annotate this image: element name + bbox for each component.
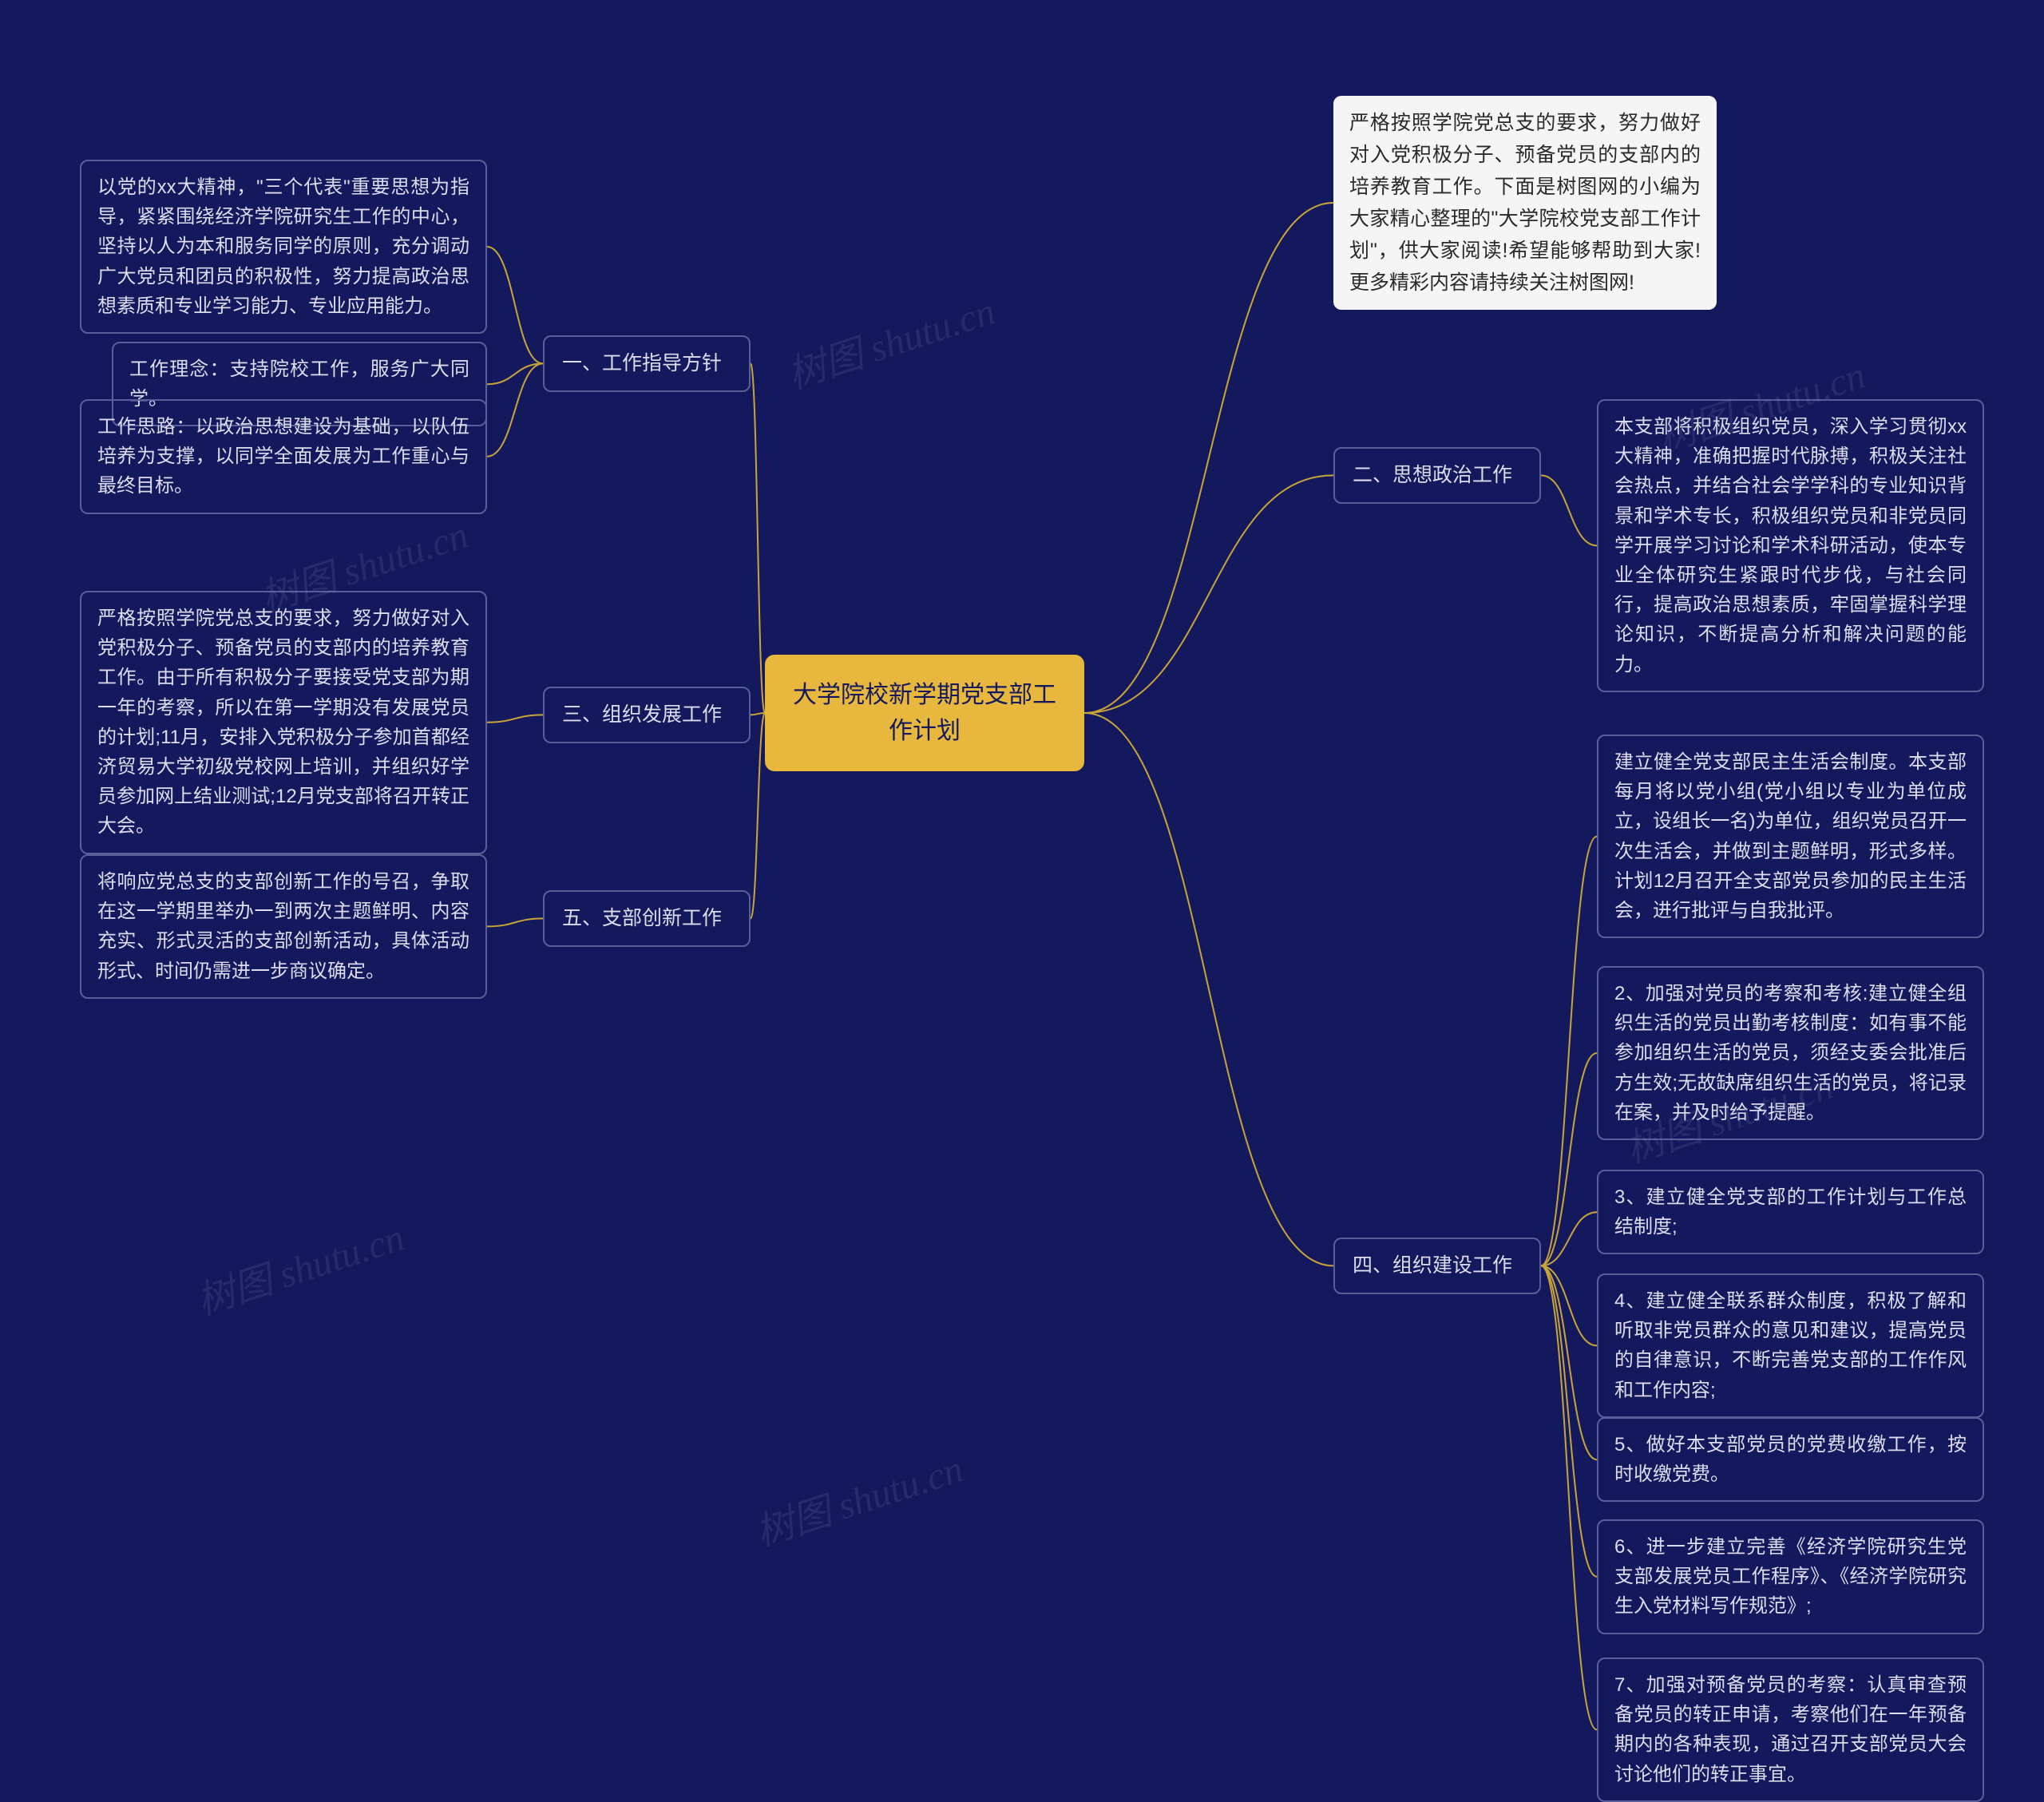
leaf-node: 2、加强对党员的考察和考核:建立健全组织生活的党员出勤考核制度：如有事不能参加组… [1597, 966, 1984, 1140]
branch-label: 五、支部创新工作 [562, 907, 722, 929]
branch-label: 四、组织建设工作 [1353, 1254, 1512, 1277]
branch-node: 二、思想政治工作 [1333, 447, 1541, 504]
leaf-node: 建立健全党支部民主生活会制度。本支部每月将以党小组(党小组以专业为单位成立，设组… [1597, 735, 1984, 938]
branch-node: 四、组织建设工作 [1333, 1238, 1541, 1294]
branch-node: 三、组织发展工作 [543, 687, 751, 743]
leaf-text: 本支部将积极组织党员，深入学习贯彻xx大精神，准确把握时代脉搏，积极关注社会热点… [1614, 416, 1967, 675]
branch-node: 五、支部创新工作 [543, 890, 751, 947]
branch-label: 一、工作指导方针 [562, 352, 722, 374]
leaf-text: 2、加强对党员的考察和考核:建立健全组织生活的党员出勤考核制度：如有事不能参加组… [1614, 983, 1967, 1123]
leaf-text: 5、做好本支部党员的党费收缴工作，按时收缴党费。 [1614, 1434, 1967, 1485]
leaf-text: 建立健全党支部民主生活会制度。本支部每月将以党小组(党小组以专业为单位成立，设组… [1614, 751, 1967, 921]
leaf-text: 3、建立健全党支部的工作计划与工作总结制度; [1614, 1186, 1967, 1238]
leaf-node: 以党的xx大精神，"三个代表"重要思想为指导，紧紧围绕经济学院研究生工作的中心，… [80, 160, 487, 334]
branch-label: 二、思想政治工作 [1353, 464, 1512, 486]
leaf-text: 严格按照学院党总支的要求，努力做好对入党积极分子、预备党员的支部内的培养教育工作… [97, 608, 469, 837]
intro-note: 严格按照学院党总支的要求，努力做好对入党积极分子、预备党员的支部内的培养教育工作… [1333, 96, 1717, 310]
branch-label: 三、组织发展工作 [562, 703, 722, 726]
root-text: 大学院校新学期党支部工作计划 [793, 682, 1056, 744]
watermark: 树图 shutu.cn [779, 279, 1001, 399]
leaf-text: 4、建立健全联系群众制度，积极了解和听取非党员群众的意见和建议，提高党员的自律意… [1614, 1290, 1967, 1401]
leaf-node: 本支部将积极组织党员，深入学习贯彻xx大精神，准确把握时代脉搏，积极关注社会热点… [1597, 399, 1984, 692]
branch-node: 一、工作指导方针 [543, 335, 751, 392]
leaf-node: 严格按照学院党总支的要求，努力做好对入党积极分子、预备党员的支部内的培养教育工作… [80, 591, 487, 854]
leaf-text: 将响应党总支的支部创新工作的号召，争取在这一学期里举办一到两次主题鲜明、内容充实… [97, 871, 469, 982]
watermark: 树图 shutu.cn [188, 1206, 410, 1325]
mindmap-root: 大学院校新学期党支部工作计划 [765, 655, 1084, 771]
leaf-node: 3、建立健全党支部的工作计划与工作总结制度; [1597, 1170, 1984, 1254]
leaf-text: 以党的xx大精神，"三个代表"重要思想为指导，紧紧围绕经济学院研究生工作的中心，… [97, 176, 469, 317]
watermark: 树图 shutu.cn [747, 1437, 969, 1557]
leaf-node: 将响应党总支的支部创新工作的号召，争取在这一学期里举办一到两次主题鲜明、内容充实… [80, 854, 487, 999]
leaf-node: 5、做好本支部党员的党费收缴工作，按时收缴党费。 [1597, 1417, 1984, 1502]
leaf-node: 6、进一步建立完善《经济学院研究生党支部发展党员工作程序》、《经济学院研究生入党… [1597, 1519, 1984, 1634]
leaf-text: 工作思路：以政治思想建设为基础，以队伍培养为支撑，以同学全面发展为工作重心与最终… [97, 416, 469, 497]
leaf-text: 6、进一步建立完善《经济学院研究生党支部发展党员工作程序》、《经济学院研究生入党… [1614, 1536, 1967, 1617]
leaf-node: 7、加强对预备党员的考察：认真审查预备党员的转正申请，考察他们在一年预备期内的各… [1597, 1657, 1984, 1802]
leaf-node: 4、建立健全联系群众制度，积极了解和听取非党员群众的意见和建议，提高党员的自律意… [1597, 1273, 1984, 1418]
leaf-node: 工作思路：以政治思想建设为基础，以队伍培养为支撑，以同学全面发展为工作重心与最终… [80, 399, 487, 514]
leaf-text: 7、加强对预备党员的考察：认真审查预备党员的转正申请，考察他们在一年预备期内的各… [1614, 1674, 1967, 1785]
intro-text: 严格按照学院党总支的要求，努力做好对入党积极分子、预备党员的支部内的培养教育工作… [1349, 112, 1701, 294]
